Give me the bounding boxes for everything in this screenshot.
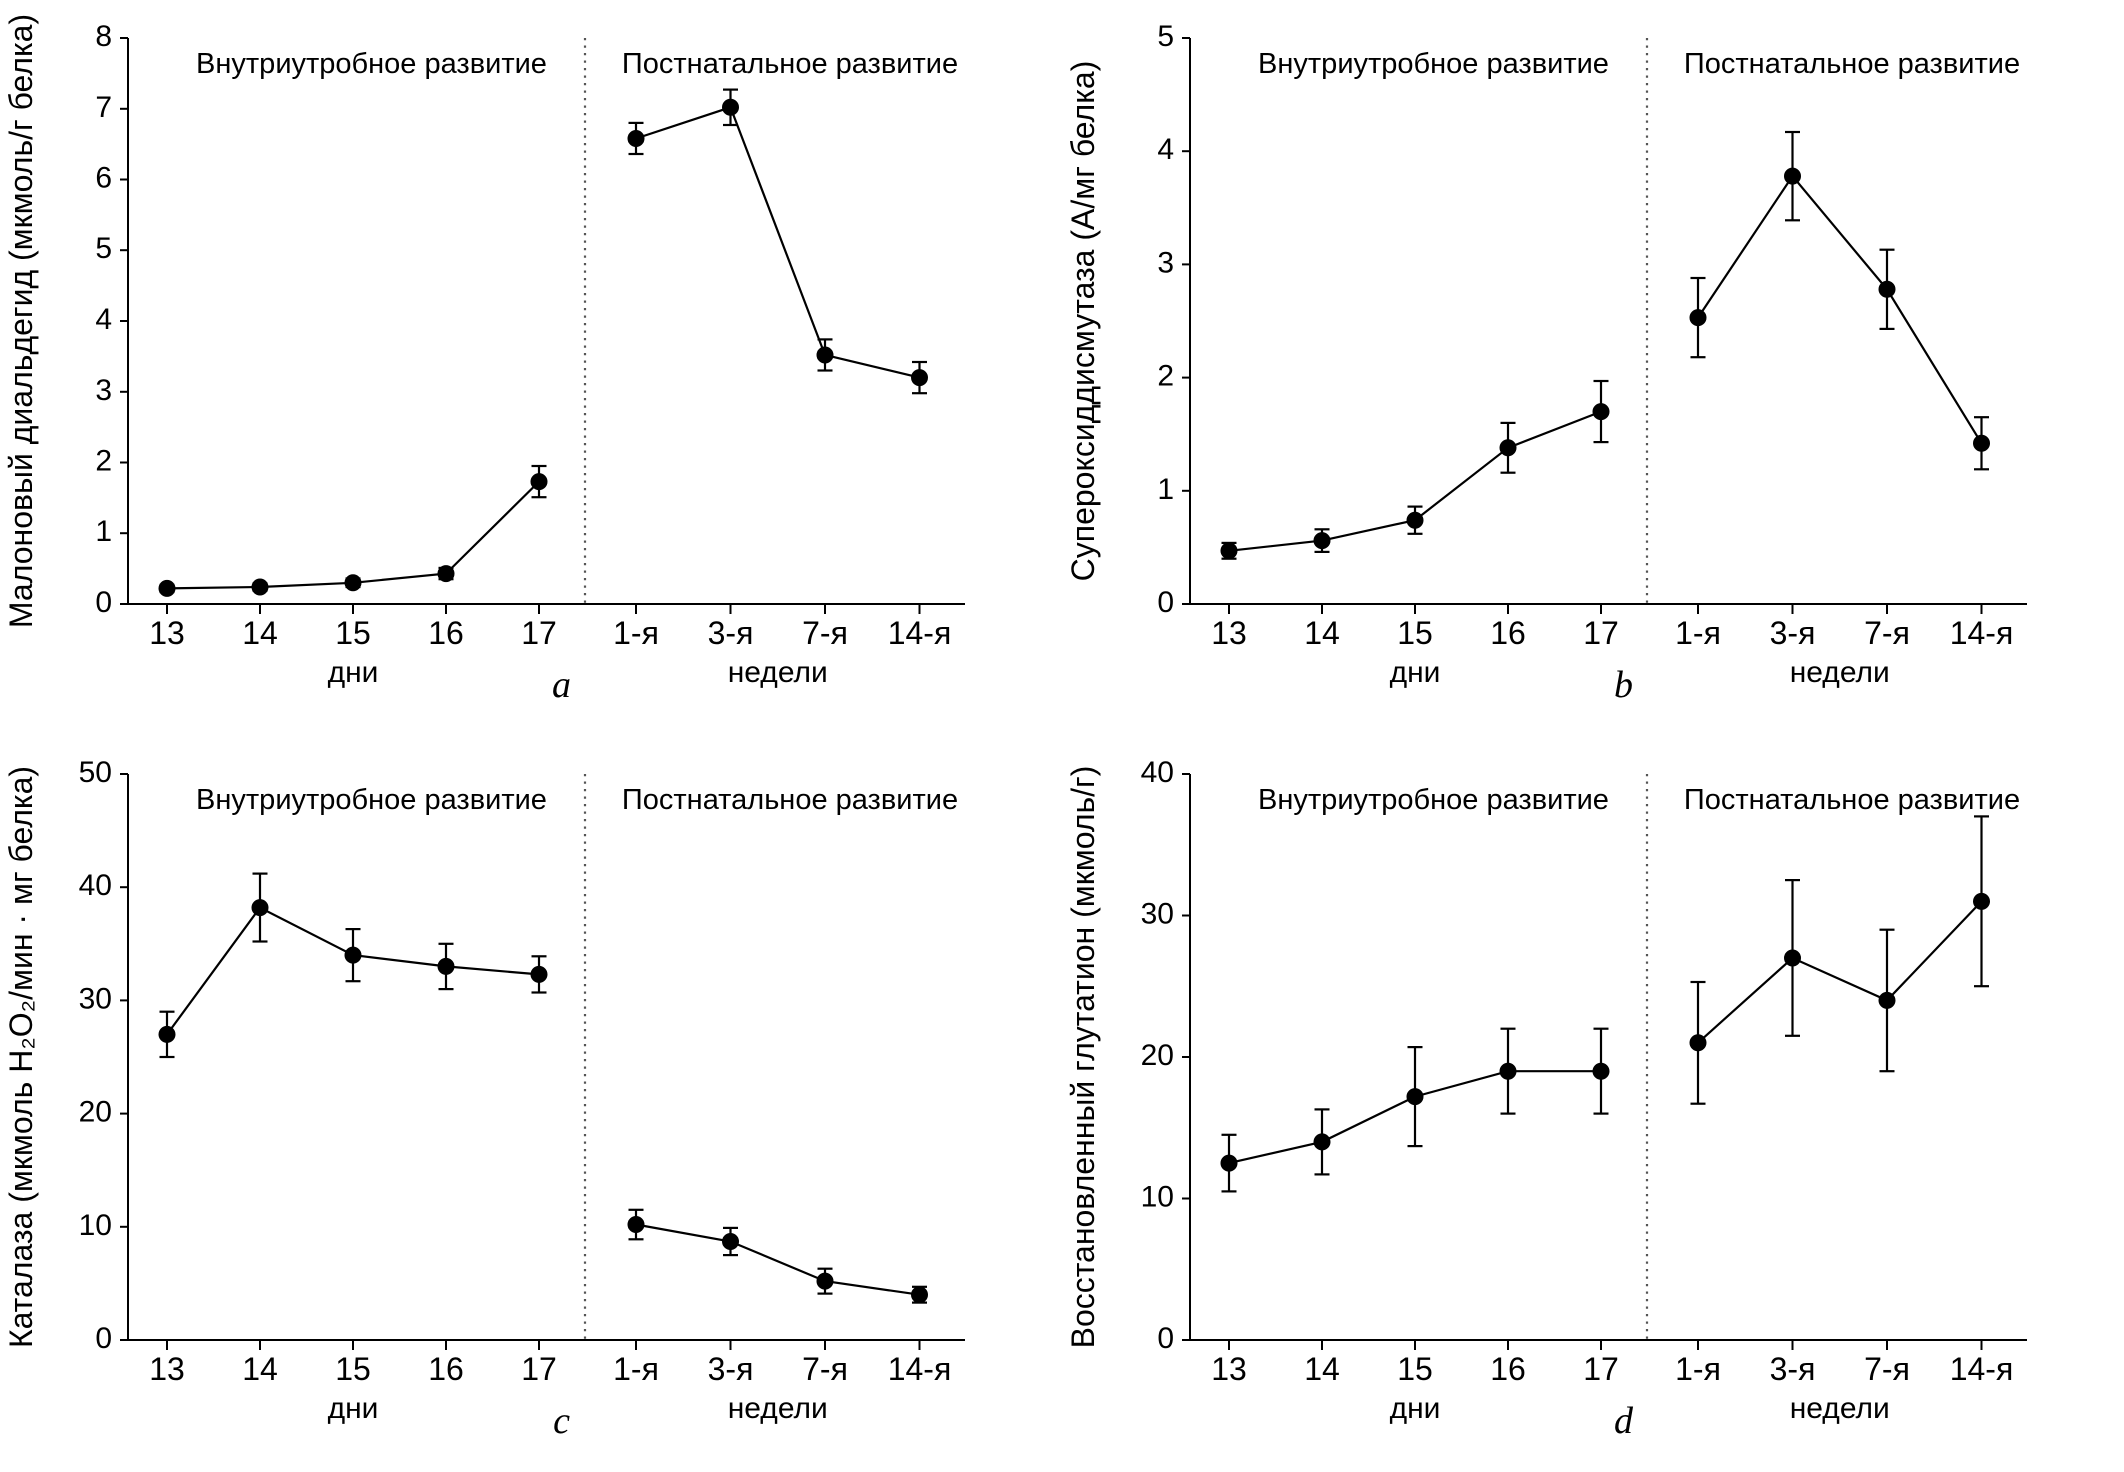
svg-text:17: 17 [521, 1351, 557, 1387]
svg-text:0: 0 [95, 1322, 112, 1355]
svg-text:30: 30 [79, 982, 112, 1015]
svg-text:7-я: 7-я [1864, 615, 1910, 651]
svg-text:Каталаза (мкмоль H₂O₂/мин · мг: Каталаза (мкмоль H₂O₂/мин · мг белка) [3, 766, 39, 1348]
svg-text:Внутриутробное развитие: Внутриутробное развитие [1258, 48, 1609, 80]
svg-text:3-я: 3-я [708, 615, 754, 651]
svg-text:Постнатальное развитие: Постнатальное развитие [622, 784, 958, 816]
svg-text:Постнатальное развитие: Постнатальное развитие [1684, 784, 2020, 816]
svg-text:5: 5 [1157, 20, 1174, 53]
svg-text:3-я: 3-я [708, 1351, 754, 1387]
svg-text:2: 2 [1157, 360, 1174, 393]
svg-text:16: 16 [428, 615, 464, 651]
svg-text:0: 0 [1157, 586, 1174, 619]
svg-text:дни: дни [328, 656, 379, 689]
svg-text:1: 1 [95, 515, 112, 548]
svg-text:Постнатальное развитие: Постнатальное развитие [1684, 48, 2020, 80]
svg-text:1-я: 1-я [1675, 615, 1721, 651]
svg-text:16: 16 [1490, 1351, 1526, 1387]
svg-text:a: a [552, 664, 571, 706]
svg-text:1-я: 1-я [1675, 1351, 1721, 1387]
svg-text:10: 10 [79, 1209, 112, 1242]
svg-text:3-я: 3-я [1770, 615, 1816, 651]
svg-text:Внутриутробное развитие: Внутриутробное развитие [196, 784, 547, 816]
svg-text:d: d [1614, 1400, 1634, 1442]
svg-text:15: 15 [335, 1351, 371, 1387]
svg-text:15: 15 [1397, 1351, 1433, 1387]
svg-text:3: 3 [95, 374, 112, 407]
svg-text:дни: дни [1390, 1392, 1441, 1425]
svg-text:30: 30 [1141, 898, 1174, 931]
svg-text:1: 1 [1157, 473, 1174, 506]
svg-text:недели: недели [1790, 656, 1890, 689]
svg-text:7-я: 7-я [802, 615, 848, 651]
svg-text:Малоновый диальдегид (мкмоль/г: Малоновый диальдегид (мкмоль/г белка) [3, 14, 39, 628]
svg-text:0: 0 [95, 586, 112, 619]
svg-text:8: 8 [95, 20, 112, 53]
svg-text:4: 4 [1157, 133, 1174, 166]
svg-text:1-я: 1-я [613, 615, 659, 651]
svg-text:14-я: 14-я [1950, 615, 2014, 651]
svg-text:17: 17 [521, 615, 557, 651]
svg-text:14: 14 [242, 1351, 278, 1387]
svg-text:16: 16 [428, 1351, 464, 1387]
svg-text:недели: недели [728, 656, 828, 689]
svg-text:дни: дни [1390, 656, 1441, 689]
svg-text:3-я: 3-я [1770, 1351, 1816, 1387]
svg-text:5: 5 [95, 232, 112, 265]
svg-text:Восстановленный глутатион (мкм: Восстановленный глутатион (мкмоль/г) [1065, 766, 1101, 1349]
svg-text:40: 40 [79, 869, 112, 902]
svg-text:20: 20 [79, 1096, 112, 1129]
svg-text:13: 13 [1211, 615, 1247, 651]
svg-text:0: 0 [1157, 1322, 1174, 1355]
svg-text:14: 14 [242, 615, 278, 651]
svg-text:10: 10 [1141, 1181, 1174, 1214]
svg-text:4: 4 [95, 303, 112, 336]
svg-text:дни: дни [328, 1392, 379, 1425]
svg-text:14-я: 14-я [888, 1351, 952, 1387]
svg-text:20: 20 [1141, 1039, 1174, 1072]
svg-text:b: b [1614, 664, 1633, 706]
svg-text:13: 13 [149, 615, 185, 651]
svg-text:2: 2 [95, 445, 112, 478]
svg-text:15: 15 [1397, 615, 1433, 651]
svg-text:15: 15 [335, 615, 371, 651]
svg-text:недели: недели [1790, 1392, 1890, 1425]
svg-text:7-я: 7-я [1864, 1351, 1910, 1387]
svg-text:недели: недели [728, 1392, 828, 1425]
svg-text:7: 7 [95, 91, 112, 124]
svg-text:Внутриутробное развитие: Внутриутробное развитие [196, 48, 547, 80]
svg-text:13: 13 [1211, 1351, 1247, 1387]
svg-text:50: 50 [79, 756, 112, 789]
svg-text:6: 6 [95, 162, 112, 195]
svg-text:c: c [553, 1400, 570, 1442]
svg-text:14-я: 14-я [888, 615, 952, 651]
svg-text:3: 3 [1157, 246, 1174, 279]
svg-text:14: 14 [1304, 615, 1340, 651]
svg-text:7-я: 7-я [802, 1351, 848, 1387]
svg-text:Супероксиддисмутаза (А/мг белк: Супероксиддисмутаза (А/мг белка) [1065, 61, 1101, 582]
svg-text:14: 14 [1304, 1351, 1340, 1387]
svg-text:13: 13 [149, 1351, 185, 1387]
svg-text:1-я: 1-я [613, 1351, 659, 1387]
svg-text:17: 17 [1583, 1351, 1619, 1387]
svg-text:16: 16 [1490, 615, 1526, 651]
svg-text:Постнатальное развитие: Постнатальное развитие [622, 48, 958, 80]
svg-text:14-я: 14-я [1950, 1351, 2014, 1387]
svg-text:40: 40 [1141, 756, 1174, 789]
svg-text:Внутриутробное развитие: Внутриутробное развитие [1258, 784, 1609, 816]
svg-text:17: 17 [1583, 615, 1619, 651]
